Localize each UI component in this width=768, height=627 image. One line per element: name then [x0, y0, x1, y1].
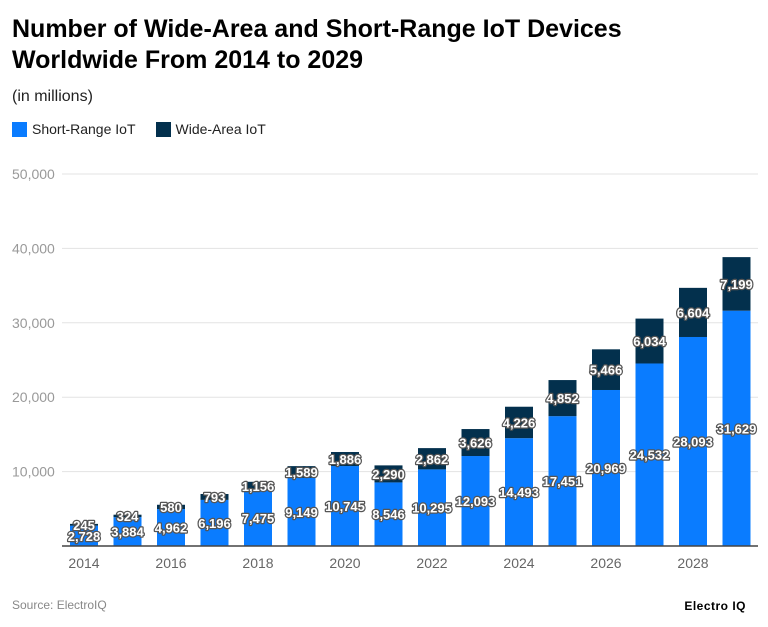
data-label-short-range: 10,295: [412, 501, 452, 516]
bar-short-range: [113, 517, 142, 546]
data-label-short-range: 8,546: [372, 507, 405, 522]
data-label-short-range: 12,093: [456, 494, 496, 509]
bar-wide-area: [157, 504, 185, 510]
y-tick-label: 50,000: [12, 166, 55, 182]
bar-wide-area: [592, 349, 620, 390]
chart-title: Number of Wide-Area and Short-Range IoT …: [12, 15, 622, 74]
bar-short-range: [200, 499, 229, 546]
bar-wide-area: [722, 257, 751, 311]
data-label-short-range: 10,745: [325, 499, 365, 514]
data-label-wide-area: 1,589: [285, 465, 318, 480]
data-label-short-range: 2,728: [68, 529, 101, 544]
data-label-wide-area: 2,290: [372, 467, 405, 482]
x-tick-label: 2018: [242, 555, 273, 571]
bar-wide-area: [418, 448, 446, 470]
data-label-short-range: 9,149: [285, 505, 318, 520]
data-label-short-range: 3,884: [111, 525, 144, 540]
data-label-wide-area: 5,466: [590, 363, 623, 378]
data-label-wide-area: 1,156: [242, 479, 275, 494]
bar-short-range: [679, 336, 707, 546]
bar-short-range: [287, 477, 316, 546]
data-label-short-range: 20,969: [586, 461, 626, 476]
bar-wide-area: [461, 429, 490, 457]
legend-swatch-wide-area: [155, 121, 171, 137]
data-label-wide-area: 6,604: [677, 305, 710, 320]
legend-item-wide-area: Wide-Area IoT: [155, 121, 266, 137]
bar-short-range: [635, 363, 664, 546]
bar-short-range: [244, 490, 272, 546]
chart-subtitle: (in millions): [12, 88, 93, 105]
data-label-wide-area: 4,852: [546, 391, 579, 406]
bar-wide-area: [287, 466, 316, 478]
y-tick-label: 20,000: [12, 389, 55, 405]
bar-short-range: [331, 466, 359, 546]
data-label-short-range: 31,629: [717, 421, 757, 436]
data-label-short-range: 14,493: [499, 485, 539, 500]
data-label-short-range: 4,962: [155, 521, 188, 536]
bar-short-range: [374, 482, 403, 546]
data-label-short-range: 6,196: [198, 516, 231, 531]
y-tick-label: 10,000: [12, 464, 55, 480]
source-note: Source: ElectroIQ: [12, 598, 107, 612]
x-tick-label: 2020: [329, 555, 360, 571]
bar-wide-area: [200, 494, 229, 500]
x-tick-label: 2026: [590, 555, 621, 571]
legend-swatch-short-range: [12, 121, 27, 137]
bar-wide-area: [113, 514, 142, 518]
legend-item-short-range: Short-Range IoT: [12, 121, 136, 137]
y-tick-label: 40,000: [12, 240, 55, 256]
data-label-wide-area: 245: [73, 518, 95, 533]
legend-label-wide-area: Wide-Area IoT: [175, 121, 266, 137]
electroiq-logo: Electro IQ: [684, 599, 746, 613]
legend: Short-Range IoT Wide-Area IoT: [12, 121, 266, 137]
bar-short-range: [592, 389, 620, 546]
bar-wide-area: [505, 406, 533, 439]
bar-short-range: [722, 310, 751, 546]
bar-wide-area: [244, 481, 272, 491]
bar-wide-area: [70, 523, 98, 526]
data-label-short-range: 17,451: [543, 474, 583, 489]
data-label-wide-area: 324: [117, 509, 139, 524]
x-tick-label: 2022: [416, 555, 447, 571]
bar-wide-area: [331, 452, 359, 467]
y-tick-label: 30,000: [12, 315, 55, 331]
data-label-wide-area: 1,886: [329, 452, 362, 467]
bar-short-range: [418, 469, 446, 546]
legend-label-short-range: Short-Range IoT: [32, 121, 136, 137]
bar-wide-area: [679, 287, 707, 337]
bar-short-range: [70, 525, 98, 546]
bar-short-range: [157, 509, 185, 546]
bar-wide-area: [635, 318, 664, 364]
data-label-short-range: 24,532: [630, 448, 670, 463]
x-tick-label: 2014: [68, 555, 99, 571]
bar-wide-area: [548, 380, 577, 417]
data-label-wide-area: 580: [160, 500, 182, 515]
data-label-wide-area: 3,626: [459, 436, 492, 451]
x-tick-label: 2016: [155, 555, 186, 571]
bar-short-range: [505, 438, 533, 546]
x-tick-label: 2028: [677, 555, 708, 571]
bar-wide-area: [374, 465, 403, 483]
bar-short-range: [548, 416, 577, 546]
data-label-short-range: 28,093: [673, 434, 713, 449]
data-label-short-range: 7,475: [242, 511, 275, 526]
data-label-wide-area: 2,862: [416, 452, 449, 467]
x-tick-label: 2024: [503, 555, 534, 571]
data-label-wide-area: 4,226: [503, 415, 536, 430]
bar-short-range: [461, 456, 490, 546]
data-label-wide-area: 7,199: [720, 277, 753, 292]
data-label-wide-area: 793: [204, 490, 226, 505]
data-label-wide-area: 6,034: [633, 334, 666, 349]
